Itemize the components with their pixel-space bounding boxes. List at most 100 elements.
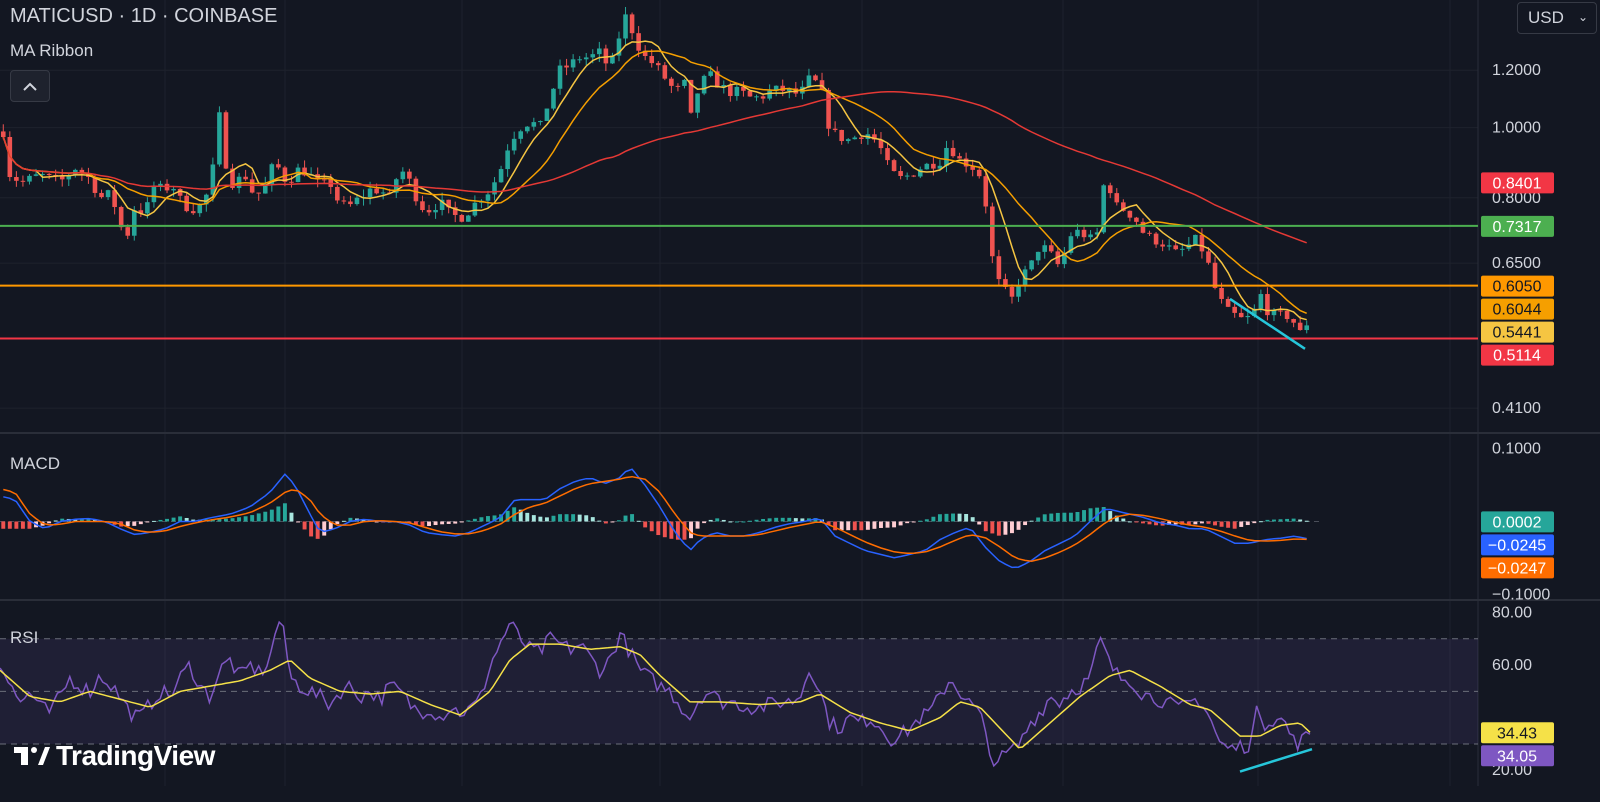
price-label: 0.5114 [1493, 348, 1541, 365]
macd-histogram-bar [1265, 519, 1270, 522]
macd-histogram-bar [20, 521, 25, 529]
candle-body [531, 122, 537, 127]
candle-body [1193, 234, 1198, 245]
candle-body [1009, 286, 1015, 297]
tradingview-logo-icon [14, 747, 50, 765]
macd-histogram-bar [361, 519, 366, 522]
macd-value-label-bg [1481, 511, 1554, 533]
macd-histogram-bar [996, 521, 1001, 536]
candle-body [682, 79, 687, 86]
macd-histogram-bar [145, 521, 150, 523]
candle-body [485, 194, 491, 201]
macd-histogram-bar [1127, 521, 1132, 523]
candle-body [400, 171, 406, 180]
candle-body [66, 175, 72, 180]
candle-body [983, 176, 989, 207]
macd-histogram-bar [662, 521, 667, 538]
candle-body [184, 195, 189, 212]
macd-histogram-bar [623, 515, 628, 522]
candle-body [0, 131, 6, 137]
macd-histogram-bar [597, 520, 602, 522]
macd-histogram-bar [86, 518, 91, 522]
candle-body [767, 90, 772, 99]
candle-body [904, 175, 910, 177]
macd-histogram-bar [453, 521, 458, 524]
candle-body [302, 167, 307, 176]
chevron-down-icon: ⌄ [1577, 10, 1588, 24]
currency-select[interactable]: USD ⌄ [1517, 2, 1597, 34]
candle-body [564, 65, 569, 68]
indicator-legend-ma-ribbon[interactable]: MA Ribbon [10, 41, 94, 60]
macd-tick-label: 0.1000 [1492, 441, 1541, 458]
macd-histogram-bar [1088, 508, 1093, 522]
candle-body [230, 168, 235, 188]
candle-body [773, 85, 779, 91]
candle-body [498, 169, 504, 183]
tradingview-logo[interactable]: TradingView [14, 740, 215, 772]
price-label: 0.5441 [1493, 325, 1542, 342]
candle-body [40, 173, 45, 175]
candle-body [1278, 310, 1283, 312]
candle-body [446, 199, 451, 208]
macd-histogram-bar [7, 521, 12, 529]
candle-body [197, 204, 203, 214]
macd-histogram-bar [846, 521, 851, 531]
candle-body [728, 85, 733, 97]
candle-body [1029, 260, 1034, 270]
price-trendline [1229, 297, 1306, 350]
macd-value-label: 0.0002 [1493, 514, 1542, 531]
collapse-legend-button[interactable] [10, 70, 50, 102]
macd-histogram-bar [1252, 521, 1257, 524]
macd-histogram-bar [335, 521, 340, 524]
candle-body [27, 175, 32, 182]
price-label: 0.8401 [1493, 175, 1542, 192]
candle-body [714, 71, 720, 88]
candle-body [321, 179, 327, 181]
macd-histogram-bar [1068, 512, 1073, 522]
tradingview-wordmark: TradingView [56, 740, 215, 771]
price-label-bg [1481, 215, 1554, 237]
macd-histogram-bar [741, 521, 746, 523]
candle-body [92, 176, 98, 193]
macd-histogram-bar [774, 517, 779, 522]
macd-histogram-bar [983, 521, 988, 532]
macd-histogram-bar [224, 518, 228, 522]
price-label-bg [1481, 298, 1554, 320]
macd-histogram-bar [47, 521, 52, 524]
macd-histogram-bar [93, 519, 97, 522]
macd-histogram-bar [918, 520, 923, 522]
candle-body [505, 150, 510, 170]
price-label: 0.7317 [1493, 219, 1542, 236]
candle-body [407, 171, 412, 179]
macd-histogram-bar [1291, 518, 1296, 522]
candle-body [990, 206, 995, 257]
candle-body [570, 59, 576, 68]
macd-histogram-bar [1055, 512, 1060, 522]
macd-histogram-bar [833, 521, 838, 531]
macd-histogram-bar [1258, 521, 1263, 523]
candle-body [950, 147, 956, 157]
candle-body [655, 63, 661, 66]
candle-body [852, 137, 858, 140]
macd-histogram-bar [230, 518, 235, 522]
macd-histogram-bar [322, 521, 327, 536]
candle-body [171, 188, 176, 191]
price-tick-label: 0.6500 [1492, 255, 1541, 272]
candle-body [885, 148, 890, 161]
candle-body [439, 199, 445, 210]
currency-value: USD [1528, 8, 1564, 27]
candle-body [603, 48, 609, 64]
rsi-tick-label: 20.00 [1492, 762, 1532, 779]
macd-histogram-bar [767, 518, 772, 522]
candle-body [14, 177, 19, 181]
candle-body [538, 121, 543, 123]
pane-title-macd: MACD [10, 454, 61, 473]
macd-histogram-bar [1003, 521, 1008, 535]
macd-histogram-bar [957, 513, 962, 522]
macd-histogram-bar [826, 521, 831, 525]
macd-histogram-bar [1049, 513, 1054, 522]
candle-body [859, 137, 864, 139]
candle-body [747, 90, 753, 97]
macd-histogram-bar [702, 521, 707, 524]
